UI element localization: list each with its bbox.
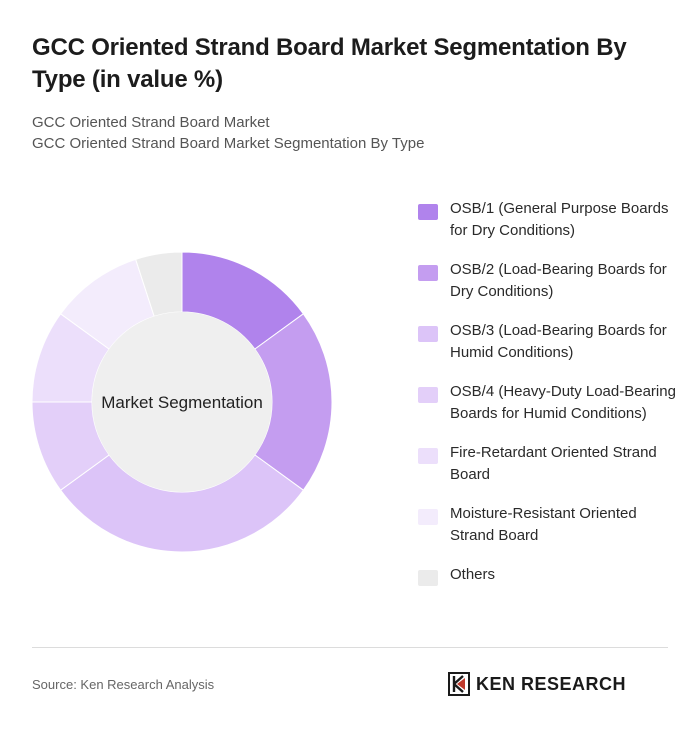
- legend-label: OSB/4 (Heavy-Duty Load-Bearing Boards fo…: [450, 383, 676, 422]
- ken-research-logo-icon: [448, 672, 470, 696]
- chart-legend: OSB/1 (General Purpose Boards for Dry Co…: [418, 198, 680, 603]
- donut-chart: Market Segmentation: [31, 251, 333, 553]
- legend-swatch: [418, 448, 438, 464]
- legend-item[interactable]: OSB/4 (Heavy-Duty Load-Bearing Boards fo…: [418, 381, 680, 425]
- breadcrumb-item-market[interactable]: GCC Oriented Strand Board Market: [32, 114, 270, 131]
- legend-item[interactable]: Moisture-Resistant Oriented Strand Board: [418, 503, 680, 547]
- legend-item[interactable]: OSB/1 (General Purpose Boards for Dry Co…: [418, 198, 680, 242]
- donut-slices: [31, 251, 333, 553]
- footer-divider: [32, 647, 668, 648]
- legend-item[interactable]: Fire-Retardant Oriented Strand Board: [418, 442, 680, 486]
- donut-hole: [92, 312, 272, 492]
- legend-label: OSB/3 (Load-Bearing Boards for Humid Con…: [450, 322, 667, 361]
- legend-label: OSB/1 (General Purpose Boards for Dry Co…: [450, 200, 669, 239]
- breadcrumb-item-segmentation[interactable]: GCC Oriented Strand Board Market Segment…: [32, 135, 425, 152]
- legend-item[interactable]: OSB/3 (Load-Bearing Boards for Humid Con…: [418, 320, 680, 364]
- page-title: GCC Oriented Strand Board Market Segment…: [32, 34, 627, 93]
- breadcrumb: GCC Oriented Strand Board Market GCC Ori…: [32, 112, 672, 154]
- ken-research-logo[interactable]: KEN RESEARCH: [448, 672, 626, 696]
- legend-item[interactable]: OSB/2 (Load-Bearing Boards for Dry Condi…: [418, 259, 680, 303]
- legend-label: Fire-Retardant Oriented Strand Board: [450, 444, 657, 483]
- legend-swatch: [418, 509, 438, 525]
- legend-swatch: [418, 570, 438, 586]
- legend-label: Others: [450, 566, 496, 583]
- legend-swatch: [418, 204, 438, 220]
- source-note: Source: Ken Research Analysis: [32, 677, 215, 692]
- donut-center-label: Market Segmentation: [101, 393, 263, 412]
- legend-swatch: [418, 326, 438, 342]
- legend-item[interactable]: Others: [418, 564, 680, 586]
- ken-research-logo-text: KEN RESEARCH: [476, 673, 627, 694]
- legend-label: OSB/2 (Load-Bearing Boards for Dry Condi…: [450, 261, 667, 300]
- legend-swatch: [418, 387, 438, 403]
- legend-swatch: [418, 265, 438, 281]
- legend-label: Moisture-Resistant Oriented Strand Board: [450, 505, 637, 544]
